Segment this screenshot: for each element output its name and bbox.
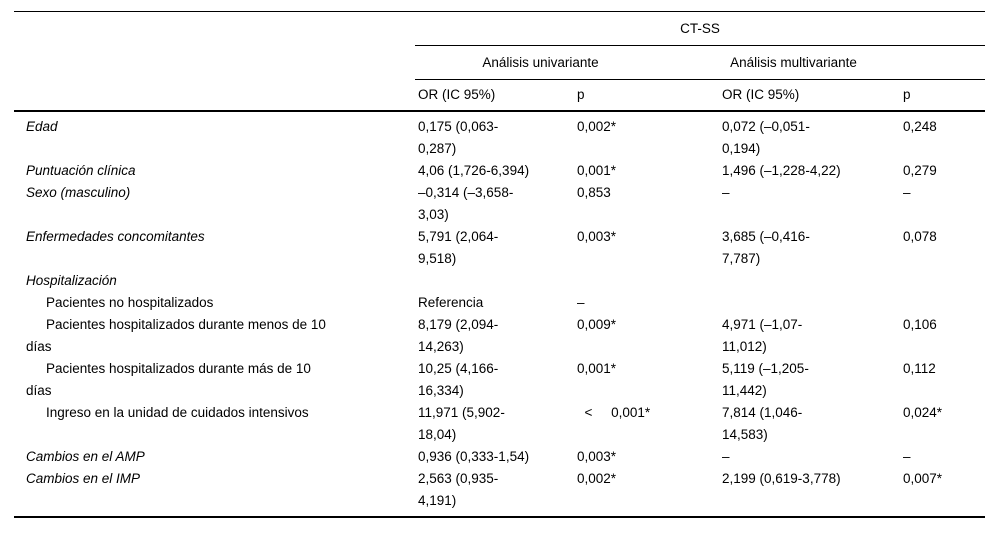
cell-or-multivariate [722,270,903,292]
cell-p-univariate: – [577,295,585,310]
table-row: Ingreso en la unidad de cuidados intensi… [14,402,985,446]
cell-p-multivariate: 0,112 [903,361,936,376]
cell-or-univariate: 2,563 (0,935- 4,191) [418,471,499,508]
cell-p-univariate: 0,002* [577,119,617,134]
table-row: Sexo (masculino) –0,314 (–3,658- 3,03) 0… [14,182,985,226]
subgroup-multivariate-label: Análisis multivariante [730,54,857,70]
cell-p-univariate: 0,002* [577,471,617,486]
cell-or-multivariate: 2,199 (0,619-3,778) [722,471,841,486]
cell-p-univariate [577,270,722,292]
table-header: CT-SS Análisis univariante Análisis mult… [14,12,985,112]
cell-or-multivariate: 1,496 (–1,228-4,22) [722,163,841,178]
cell-p-multivariate: – [903,185,911,200]
cell-or-univariate [418,270,577,292]
table-row: Cambios en el AMP 0,936 (0,333-1,54) 0,0… [14,446,985,468]
row-label: Pacientes hospitalizados durante menos d… [26,317,326,354]
cell-p-univariate: 0,001* [577,163,617,178]
column-header-p-multivariate: p [903,87,911,102]
cell-or-multivariate: – [722,185,730,200]
cell-p-multivariate: – [903,449,911,464]
cell-or-multivariate: 3,685 (–0,416- 7,787) [722,229,810,266]
cell-p-multivariate: 0,078 [903,229,937,244]
cell-p-multivariate: 0,007* [903,471,943,486]
cell-or-multivariate: 4,971 (–1,07- 11,012) [722,317,803,354]
cell-or-multivariate: – [722,449,730,464]
cell-p-univariate: 0,009* [577,317,617,332]
table-row: Enfermedades concomitantes 5,791 (2,064-… [14,226,985,270]
row-label: Sexo (masculino) [26,185,131,200]
cell-p-multivariate: 0,279 [903,163,937,178]
table-row: Puntuación clínica 4,06 (1,726-6,394) 0,… [14,160,985,182]
column-header-or-univariate: OR (IC 95%) [418,87,496,102]
row-label: Edad [26,119,58,134]
column-header-or-multivariate: OR (IC 95%) [722,87,800,102]
table-row: Pacientes no hospitalizados Referencia – [14,292,985,314]
row-label: Cambios en el IMP [26,471,141,486]
cell-or-univariate: Referencia [418,295,484,310]
cell-or-univariate: 5,791 (2,064- 9,518) [418,229,499,266]
table-row: Edad 0,175 (0,063- 0,287) 0,002* 0,072 (… [14,116,985,160]
column-group-row: CT-SS [415,12,985,46]
cell-p-multivariate [903,270,985,292]
column-header-p-univariate: p [577,87,585,102]
cell-p-univariate: 0,001* [577,361,617,376]
cell-p-multivariate: 0,106 [903,317,937,332]
row-label: Cambios en el AMP [26,449,145,464]
cell-or-multivariate [722,292,903,314]
cell-p-univariate: 0,853 [577,185,611,200]
table-row: Pacientes hospitalizados durante menos d… [14,314,985,358]
group-header-ct-ss: CT-SS [680,20,720,36]
column-header-row: OR (IC 95%) p OR (IC 95%) p [14,80,985,112]
table-row: Hospitalización [14,270,985,292]
cell-p-multivariate: 0,024* [903,405,943,420]
cell-or-univariate: 11,971 (5,902- 18,04) [418,405,505,442]
row-label: Hospitalización [26,273,117,288]
cell-or-univariate: 10,25 (4,166- 16,334) [418,361,499,398]
cell-p-multivariate [903,292,985,314]
table-body: Edad 0,175 (0,063- 0,287) 0,002* 0,072 (… [14,112,985,516]
cell-p-multivariate: 0,248 [903,119,937,134]
table-row: Cambios en el IMP 2,563 (0,935- 4,191) 0… [14,468,985,512]
row-label: Puntuación clínica [26,163,136,178]
cell-p-univariate: 0,003* [577,229,617,244]
subgroup-univariate-label: Análisis univariante [482,54,599,70]
row-label: Enfermedades concomitantes [26,229,205,244]
analysis-subgroup-row: Análisis univariante Análisis multivaria… [415,46,985,80]
cell-or-multivariate: 0,072 (–0,051- 0,194) [722,119,810,156]
cell-or-univariate: 4,06 (1,726-6,394) [418,163,530,178]
cell-or-univariate: 0,936 (0,333-1,54) [418,449,530,464]
cell-p-univariate: 0,003* [577,449,617,464]
row-label: Pacientes hospitalizados durante más de … [26,361,311,398]
cell-p-univariate: < 0,001* [577,405,651,420]
cell-or-univariate: 0,175 (0,063- 0,287) [418,119,499,156]
row-label: Ingreso en la unidad de cuidados intensi… [46,405,309,420]
cell-or-multivariate: 7,814 (1,046- 14,583) [722,405,803,442]
statistics-table: CT-SS Análisis univariante Análisis mult… [14,11,985,518]
cell-or-univariate: 8,179 (2,094- 14,263) [418,317,499,354]
cell-or-multivariate: 5,119 (–1,205- 11,442) [722,361,809,398]
row-label: Pacientes no hospitalizados [46,295,214,310]
cell-or-univariate: –0,314 (–3,658- 3,03) [418,185,514,222]
table-row: Pacientes hospitalizados durante más de … [14,358,985,402]
